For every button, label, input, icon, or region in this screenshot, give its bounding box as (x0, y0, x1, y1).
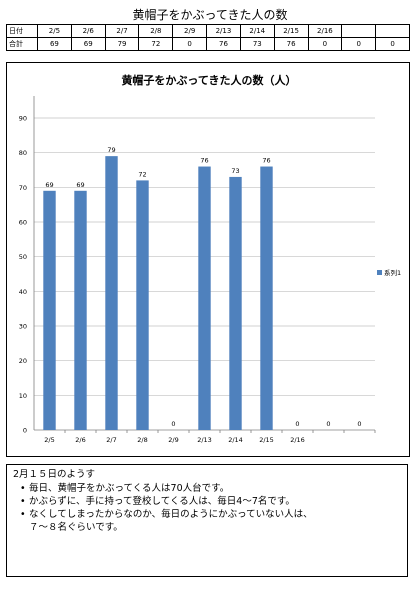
y-tick-label: 80 (19, 149, 27, 157)
total-row-header: 合計 (6, 37, 38, 51)
y-tick-label: 40 (19, 288, 27, 296)
total-cell: 76 (273, 37, 309, 51)
y-tick-label: 50 (19, 253, 27, 261)
bar (198, 166, 211, 430)
page-title: 黄帽子をかぶってきた人の数 (132, 8, 288, 22)
data-label: 0 (326, 420, 330, 428)
total-cell: 69 (37, 37, 72, 51)
date-row: 日付 2/5 2/6 2/7 2/8 2/9 2/13 2/14 2/15 2/… (6, 24, 410, 38)
date-cell: 2/9 (172, 24, 208, 38)
x-tick-label: 2/5 (44, 436, 54, 444)
date-row-header: 日付 (6, 24, 38, 38)
date-cell: 2/6 (70, 24, 106, 38)
notes-item-continuation: ７～８名ぐらいです。 (29, 522, 123, 533)
total-row: 合計 69 69 79 72 0 76 73 76 0 0 0 (6, 37, 410, 51)
legend-swatch (377, 270, 382, 275)
total-cell: 0 (172, 37, 208, 51)
total-cell: 73 (239, 37, 275, 51)
notes-item: かぶらずに、手に持って登校してくる人は、毎日4～7名です。 (20, 495, 401, 508)
chart-frame: 黄帽子をかぶってきた人の数（人） 0 10 20 30 40 50 60 70 80 90 69 2/5… (6, 62, 410, 457)
y-tick-label: 0 (23, 427, 27, 435)
notes-item: なくしてしまったからなのか、毎日のようにかぶっていない人は、 (20, 508, 401, 521)
bar (136, 180, 149, 430)
bar-chart: 黄帽子をかぶってきた人の数（人） 0 10 20 30 40 50 60 70 80 90 69 2/5… (19, 73, 401, 444)
x-tick-label: 2/13 (197, 436, 212, 444)
bar (43, 190, 56, 430)
y-tick-label: 30 (19, 323, 27, 331)
total-cell: 79 (104, 37, 140, 51)
data-table: 日付 2/5 2/6 2/7 2/8 2/9 2/13 2/14 2/15 2/… (6, 24, 410, 51)
notes-heading: 2月１５日のようす (13, 469, 96, 480)
notes-list: 毎日、黄帽子をかぶってくる人は70人台です。 かぶらずに、手に持って登校してくる… (13, 482, 401, 521)
date-cell (341, 24, 377, 38)
total-cell: 69 (70, 37, 106, 51)
y-tick-label: 90 (19, 115, 27, 123)
data-label: 73 (231, 167, 239, 175)
date-cell (375, 24, 410, 38)
date-cell: 2/13 (206, 24, 241, 38)
y-tick-label: 60 (19, 219, 27, 227)
total-cell: 0 (341, 37, 377, 51)
x-tick-label: 2/9 (168, 436, 178, 444)
y-tick-label: 10 (19, 392, 27, 400)
data-label: 76 (200, 157, 208, 165)
bar (105, 156, 118, 430)
total-cell: 0 (307, 37, 343, 51)
date-cell: 2/7 (104, 24, 140, 38)
date-cell: 2/15 (273, 24, 309, 38)
total-cell: 72 (138, 37, 174, 51)
data-label: 69 (45, 181, 53, 189)
x-tick-label: 2/16 (290, 436, 305, 444)
x-tick-label: 2/8 (137, 436, 147, 444)
data-label: 76 (262, 157, 270, 165)
total-cell: 76 (206, 37, 241, 51)
y-tick-label: 20 (19, 357, 27, 365)
data-label: 0 (171, 420, 175, 428)
x-tick-label: 2/7 (106, 436, 116, 444)
date-cell: 2/8 (138, 24, 174, 38)
bar (260, 166, 273, 430)
x-tick-label: 2/15 (259, 436, 274, 444)
notes-box: 2月１５日のようす 毎日、黄帽子をかぶってくる人は70人台です。 かぶらずに、手… (6, 464, 408, 577)
total-cell: 0 (375, 37, 410, 51)
x-tick-label: 2/14 (228, 436, 243, 444)
bar (229, 176, 242, 430)
data-label: 0 (295, 420, 299, 428)
data-label: 0 (357, 420, 361, 428)
x-tick-label: 2/6 (75, 436, 85, 444)
y-tick-label: 70 (19, 184, 27, 192)
date-cell: 2/5 (37, 24, 72, 38)
chart-title: 黄帽子をかぶってきた人の数（人） (121, 73, 296, 87)
date-cell: 2/16 (307, 24, 343, 38)
bar (74, 190, 87, 430)
legend-label: 系列1 (384, 268, 401, 277)
data-label: 79 (107, 146, 115, 154)
data-label: 69 (76, 181, 84, 189)
date-cell: 2/14 (239, 24, 275, 38)
notes-item: 毎日、黄帽子をかぶってくる人は70人台です。 (20, 482, 401, 495)
data-label: 72 (138, 170, 146, 178)
